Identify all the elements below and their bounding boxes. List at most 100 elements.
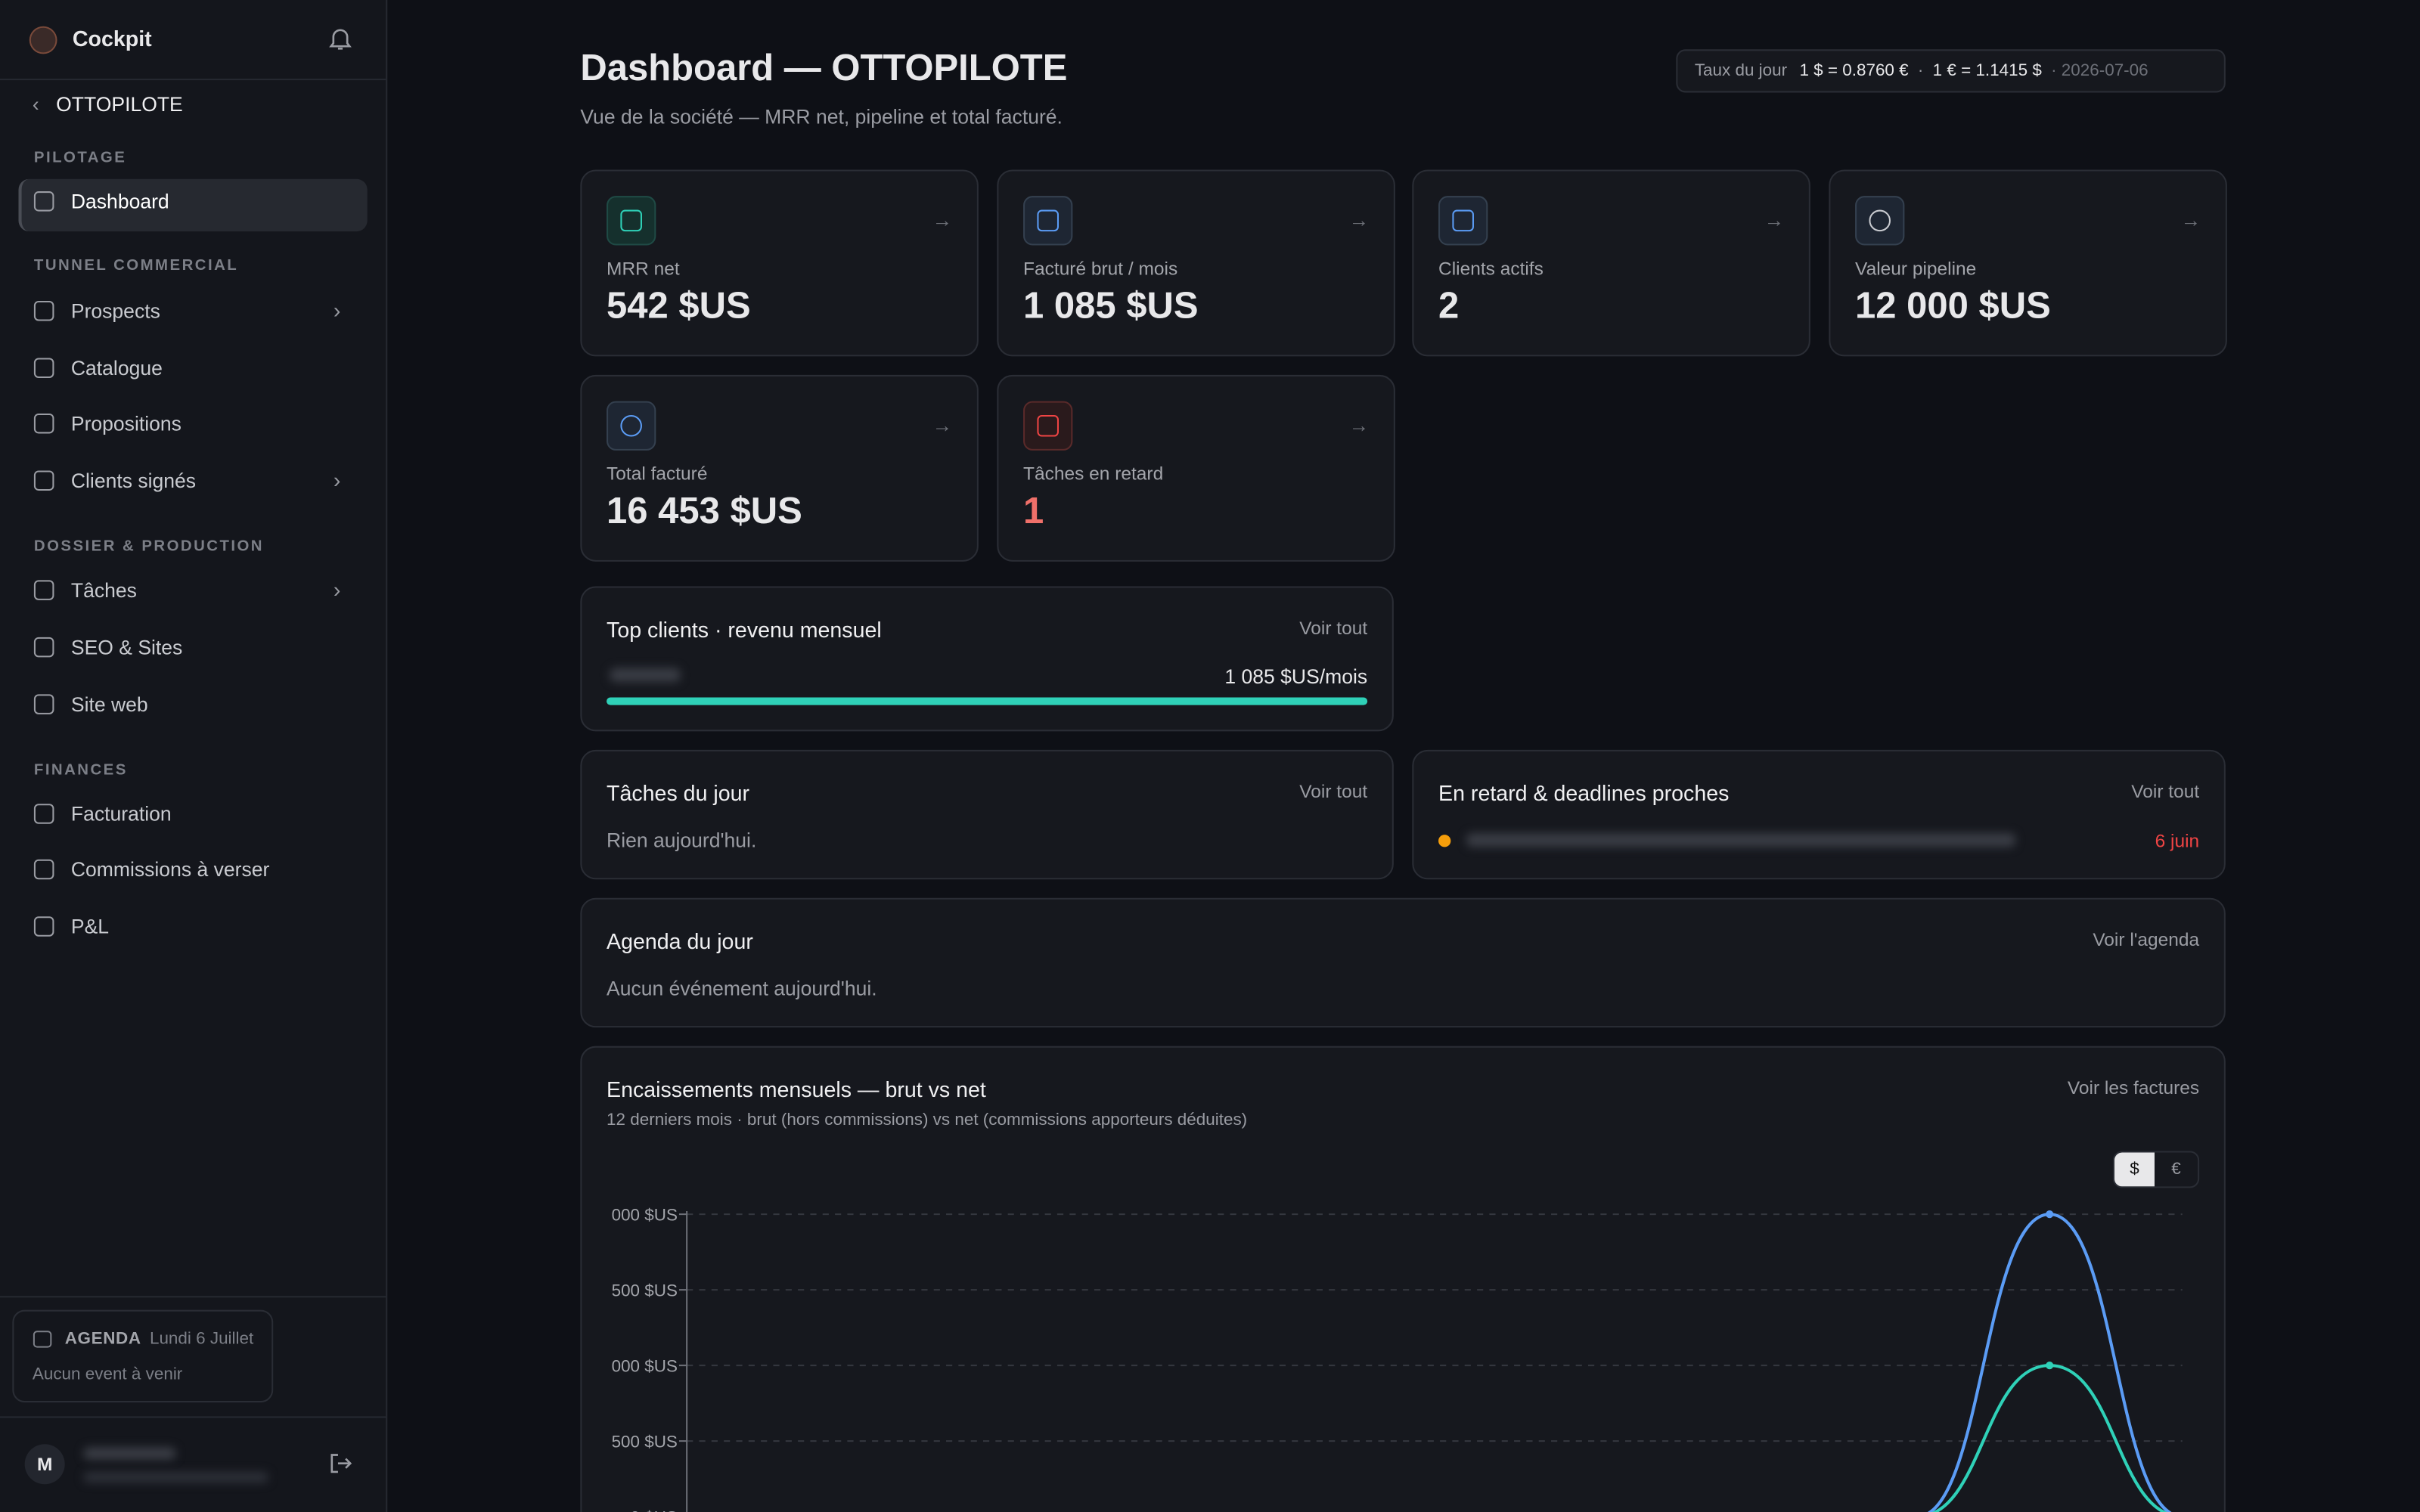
nav-icon bbox=[33, 300, 54, 321]
series-line bbox=[1927, 1213, 2173, 1512]
task-blur bbox=[1466, 833, 2016, 847]
logo bbox=[29, 26, 57, 54]
back-link[interactable]: ‹ OTTOPILOTE bbox=[32, 92, 183, 116]
page-subtitle: Vue de la société — MRR net, pipeline et… bbox=[580, 104, 1063, 129]
nav-item[interactable]: Catalogue bbox=[33, 356, 163, 380]
avatar[interactable]: M bbox=[24, 1444, 65, 1485]
nav-icon bbox=[33, 637, 54, 658]
nav-label: Clients signés bbox=[70, 469, 197, 493]
kpi-value: 542 $US bbox=[607, 285, 751, 327]
nav-item[interactable]: Facturation bbox=[33, 802, 172, 826]
kpi-value: 1 085 $US bbox=[1023, 285, 1199, 327]
client-bar bbox=[607, 697, 1368, 705]
bell[interactable] bbox=[329, 26, 352, 51]
client-blur bbox=[610, 668, 681, 683]
nav-item[interactable]: Clients signés bbox=[33, 469, 197, 493]
empty-text: Aucun événement aujourd'hui. bbox=[607, 976, 877, 1000]
point bbox=[2046, 1210, 2054, 1219]
nav-item[interactable]: Dashboard bbox=[33, 190, 169, 213]
chart-subtitle: 12 derniers mois · brut (hors commission… bbox=[607, 1111, 1248, 1129]
nav-label: SEO & Sites bbox=[70, 635, 183, 659]
toggle-usd[interactable]: $ bbox=[2114, 1152, 2155, 1187]
kpi-glyph bbox=[1869, 209, 1891, 232]
card-link[interactable]: Voir les factures bbox=[2067, 1077, 2200, 1099]
kpi-glyph bbox=[1037, 414, 1059, 437]
rate-date: · 2026-07-06 bbox=[2051, 61, 2149, 81]
kpi-card[interactable]: → MRR net 542 $US bbox=[580, 169, 979, 357]
toggle-eur[interactable]: € bbox=[2171, 1160, 2181, 1179]
kpi-value: 16 453 $US bbox=[607, 490, 802, 533]
card-link[interactable]: Voir tout bbox=[1299, 780, 1368, 803]
card-link[interactable]: Voir l'agenda bbox=[2093, 928, 2200, 951]
nav-item[interactable]: Commissions à verser bbox=[33, 857, 270, 881]
kpi-value: 2 bbox=[1438, 285, 1460, 327]
divider bbox=[0, 79, 386, 81]
kpi-arrow[interactable]: → bbox=[932, 208, 953, 232]
nav-label: Site web bbox=[70, 692, 148, 716]
kpi-label: Facturé brut / mois bbox=[1023, 257, 1178, 280]
kpi-icon bbox=[607, 196, 656, 246]
chart-title: Encaissements mensuels — brut vs net bbox=[607, 1077, 986, 1102]
kpi-icon bbox=[1023, 401, 1073, 451]
y-tick-label: 0 $US bbox=[631, 1507, 678, 1512]
nav-icon bbox=[33, 859, 54, 880]
kpi-card[interactable]: → Tâches en retard 1 bbox=[997, 374, 1395, 562]
point bbox=[2046, 1362, 2054, 1370]
dot bbox=[1438, 835, 1451, 847]
nav-label: Propositions bbox=[70, 411, 182, 435]
kpi-arrow[interactable]: → bbox=[1348, 413, 1370, 437]
kpi-glyph bbox=[1452, 209, 1474, 232]
kpi-icon bbox=[607, 401, 656, 451]
chevron: › bbox=[333, 297, 341, 323]
kpi-card[interactable]: → Clients actifs 2 bbox=[1412, 169, 1810, 357]
rate-box: Taux du jour 1 $ = 0.8760 € · 1 € = 1.141… bbox=[1676, 49, 2226, 93]
active-bg bbox=[18, 178, 368, 232]
kpi-label: Clients actifs bbox=[1438, 257, 1544, 280]
section-title: DOSSIER & PRODUCTION bbox=[33, 538, 265, 556]
tasks-card: Tâches du jour Voir tout Rien aujourd'hu… bbox=[580, 749, 1394, 880]
divider bbox=[0, 1296, 386, 1298]
agenda-widget[interactable]: AGENDA Lundi 6 Juillet Aucun event à ven… bbox=[12, 1309, 274, 1403]
kpi-card[interactable]: → Total facturé 16 453 $US bbox=[580, 374, 979, 562]
rate-usd: 1 $ = 0.8760 € bbox=[1799, 61, 1909, 81]
kpi-arrow[interactable]: → bbox=[932, 413, 953, 437]
series-line bbox=[1931, 1364, 2168, 1512]
nav-label: Catalogue bbox=[70, 356, 163, 380]
nav-item[interactable]: SEO & Sites bbox=[33, 635, 183, 659]
logout[interactable] bbox=[329, 1452, 352, 1475]
nav-item[interactable]: Prospects bbox=[33, 299, 160, 323]
kpi-arrow[interactable]: → bbox=[1764, 208, 1785, 232]
nav-label: Commissions à verser bbox=[70, 857, 270, 881]
agenda-date: Lundi 6 Juillet bbox=[149, 1330, 254, 1349]
empty-text: Rien aujourd'hui. bbox=[607, 828, 757, 852]
nav-item[interactable]: Tâches bbox=[33, 578, 137, 602]
section-title: TUNNEL COMMERCIAL bbox=[33, 257, 239, 275]
nav-item[interactable]: Site web bbox=[33, 692, 148, 716]
nav-item[interactable]: P&L bbox=[33, 915, 109, 938]
nav-item[interactable]: Propositions bbox=[33, 411, 182, 435]
user-blur bbox=[83, 1447, 176, 1460]
nav-icon bbox=[33, 694, 54, 714]
kpi-arrow[interactable]: → bbox=[1348, 208, 1370, 232]
section-title: PILOTAGE bbox=[33, 149, 127, 167]
divider bbox=[0, 1416, 386, 1418]
nav-icon bbox=[33, 804, 54, 824]
page-title: Dashboard — OTTOPILOTE bbox=[580, 48, 1068, 90]
nav-icon bbox=[33, 916, 54, 937]
kpi-card[interactable]: → Facturé brut / mois 1 085 $US bbox=[997, 169, 1395, 357]
kpi-value: 1 bbox=[1023, 490, 1044, 533]
kpi-icon bbox=[1855, 196, 1905, 246]
sidebar: Cockpit ‹ OTTOPILOTE PILOTAGE Dashboard TUN… bbox=[0, 0, 388, 1512]
nav-icon bbox=[33, 580, 54, 600]
kpi-glyph bbox=[620, 414, 642, 437]
kpi-arrow[interactable]: → bbox=[2180, 208, 2201, 232]
chevron: › bbox=[333, 577, 341, 602]
card-link[interactable]: Voir tout bbox=[2131, 780, 2200, 803]
card-title: En retard & deadlines proches bbox=[1438, 780, 1730, 806]
nav-label: Facturation bbox=[70, 802, 172, 826]
kpi-card[interactable]: → Valeur pipeline 12 000 $US bbox=[1829, 169, 2227, 357]
card-link[interactable]: Voir tout bbox=[1299, 617, 1368, 639]
